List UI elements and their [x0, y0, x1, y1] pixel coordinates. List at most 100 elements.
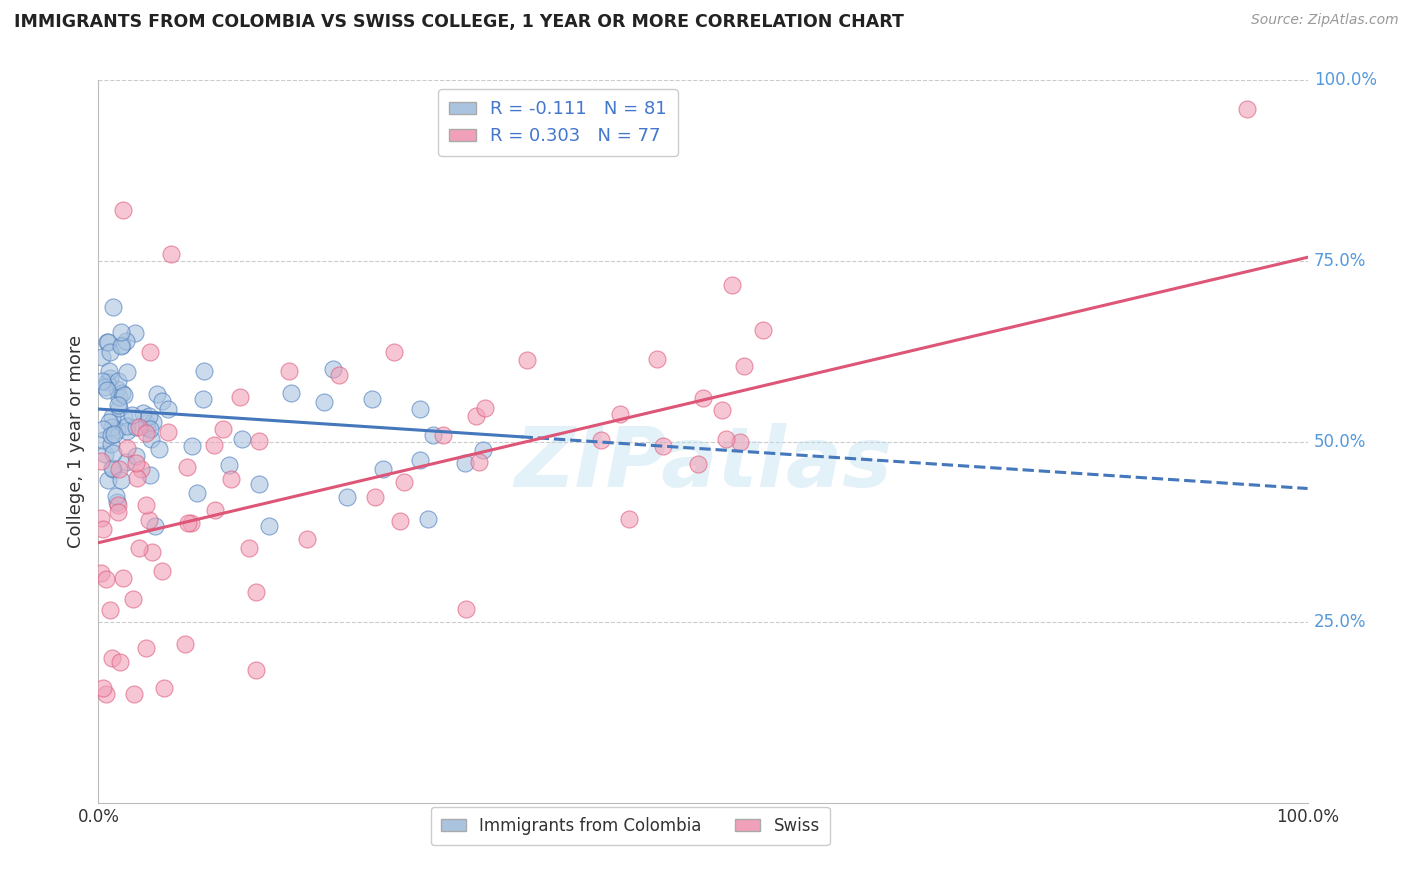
Point	[90, 453, 112, 467]
Point	[98, 415, 121, 429]
Point	[107, 498, 129, 512]
Point	[136, 420, 159, 434]
Point	[107, 401, 129, 415]
Point	[98, 364, 121, 378]
Point	[94, 687, 117, 701]
Point	[617, 512, 640, 526]
Point	[124, 326, 146, 340]
Point	[107, 505, 129, 519]
Point	[105, 495, 128, 509]
Point	[181, 439, 204, 453]
Point	[135, 416, 157, 430]
Point	[117, 424, 139, 438]
Point	[142, 415, 165, 429]
Point	[218, 458, 240, 473]
Point	[247, 434, 270, 448]
Point	[101, 419, 124, 434]
Point	[314, 395, 336, 409]
Point	[238, 541, 260, 555]
Point	[371, 462, 394, 476]
Point	[456, 602, 478, 616]
Point	[143, 518, 166, 533]
Point	[91, 681, 114, 695]
Point	[191, 392, 214, 407]
Point	[135, 425, 157, 440]
Point	[107, 374, 129, 388]
Point	[125, 471, 148, 485]
Point	[409, 402, 432, 417]
Point	[98, 344, 121, 359]
Point	[112, 388, 135, 402]
Point	[96, 375, 118, 389]
Point	[1236, 102, 1258, 116]
Point	[277, 364, 299, 378]
Point	[409, 453, 432, 467]
Point	[105, 382, 128, 396]
Point	[115, 334, 138, 348]
Point	[108, 462, 131, 476]
Point	[107, 398, 129, 412]
Point	[471, 443, 494, 458]
Point	[245, 663, 267, 677]
Point	[111, 203, 134, 218]
Point	[110, 338, 132, 352]
Point	[139, 422, 162, 436]
Point	[135, 640, 157, 655]
Point	[721, 278, 744, 293]
Point	[103, 461, 125, 475]
Point	[101, 410, 124, 425]
Point	[692, 392, 714, 406]
Point	[652, 439, 675, 453]
Point	[135, 499, 157, 513]
Point	[229, 391, 252, 405]
Point	[464, 409, 486, 423]
Point	[100, 427, 122, 442]
Text: 25.0%: 25.0%	[1313, 613, 1367, 632]
Point	[115, 365, 138, 379]
Point	[148, 442, 170, 456]
Point	[186, 485, 208, 500]
Point	[98, 371, 121, 385]
Point	[108, 390, 131, 404]
Point	[392, 475, 415, 489]
Point	[103, 427, 125, 442]
Point	[516, 353, 538, 368]
Point	[101, 446, 124, 460]
Point	[157, 401, 180, 416]
Point	[212, 422, 235, 436]
Point	[100, 603, 122, 617]
Point	[645, 351, 668, 366]
Point	[295, 532, 318, 546]
Point	[97, 334, 120, 349]
Point	[117, 441, 139, 455]
Point	[91, 522, 114, 536]
Text: IMMIGRANTS FROM COLOMBIA VS SWISS COLLEGE, 1 YEAR OR MORE CORRELATION CHART: IMMIGRANTS FROM COLOMBIA VS SWISS COLLEG…	[14, 13, 904, 31]
Point	[90, 511, 112, 525]
Point	[96, 335, 118, 350]
Point	[416, 512, 439, 526]
Point	[138, 409, 160, 424]
Point	[114, 455, 136, 469]
Point	[591, 433, 613, 447]
Text: 75.0%: 75.0%	[1313, 252, 1367, 270]
Point	[468, 455, 491, 469]
Point	[714, 432, 737, 446]
Point	[103, 300, 125, 314]
Point	[160, 246, 183, 260]
Point	[193, 364, 215, 378]
Point	[202, 438, 225, 452]
Point	[122, 687, 145, 701]
Point	[153, 681, 176, 695]
Point	[728, 435, 751, 450]
Text: 100.0%: 100.0%	[1313, 71, 1376, 89]
Y-axis label: College, 1 year or more: College, 1 year or more	[66, 335, 84, 548]
Point	[432, 427, 454, 442]
Point	[138, 344, 160, 359]
Point	[91, 422, 114, 436]
Point	[91, 434, 114, 448]
Point	[115, 418, 138, 433]
Point	[336, 490, 359, 504]
Point	[710, 403, 733, 417]
Point	[112, 410, 135, 425]
Point	[176, 460, 198, 475]
